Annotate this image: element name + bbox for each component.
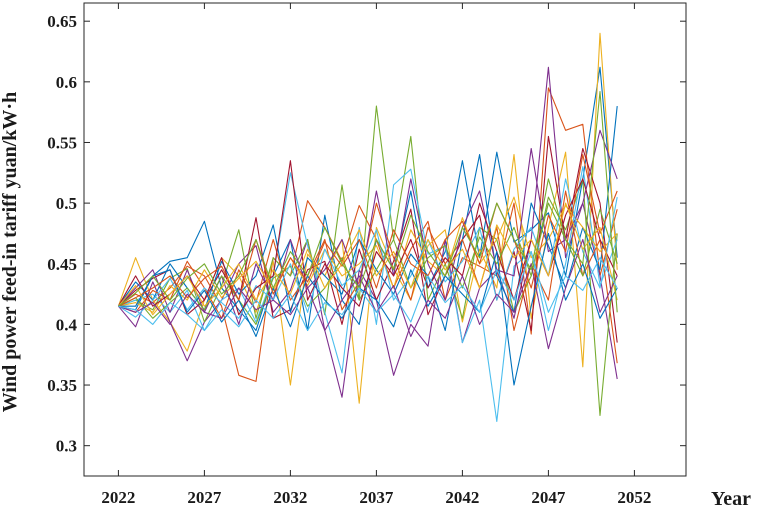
- y-tick-label: 0.4: [56, 315, 78, 334]
- series-line-1: [118, 66, 618, 332]
- y-tick-label: 0.5: [56, 194, 77, 213]
- series-line-13: [118, 178, 618, 319]
- series-line-19: [118, 90, 618, 313]
- x-axis-title: Year: [711, 488, 751, 508]
- x-tick-label: 2047: [531, 488, 566, 507]
- x-tick-label: 2037: [359, 488, 394, 507]
- y-axis-title: Wind power feed-in tariff yuan/kW·h: [0, 92, 21, 412]
- series-line-18: [118, 238, 618, 350]
- x-tick-labels: 2022 2027 2032 2037 2042 2047 2052: [101, 488, 651, 507]
- x-tick-label: 2027: [187, 488, 222, 507]
- y-tick-label: 0.45: [47, 255, 77, 274]
- x-tick-label: 2052: [617, 488, 651, 507]
- series-line-17: [117, 202, 618, 316]
- series-lines: [117, 32, 618, 422]
- x-tick-label: 2042: [445, 488, 479, 507]
- plot-area-frame: [83, 2, 687, 477]
- series-line-12: [118, 202, 618, 325]
- series-line-20: [118, 251, 618, 332]
- y-tick-label: 0.35: [47, 376, 77, 395]
- x-tick-label: 2032: [273, 488, 307, 507]
- series-line-11: [118, 129, 618, 325]
- series-line-4: [117, 66, 618, 398]
- axis-ticks: [84, 3, 686, 476]
- y-tick-label: 0.55: [47, 133, 77, 152]
- x-tick-label: 2022: [101, 488, 135, 507]
- y-tick-label: 0.6: [56, 73, 77, 92]
- y-tick-labels: 0.3 0.35 0.4 0.45 0.5 0.55 0.6 0.65: [47, 12, 77, 455]
- y-tick-label: 0.3: [56, 437, 77, 456]
- series-line-7: [118, 135, 618, 343]
- y-tick-label: 0.65: [47, 12, 77, 31]
